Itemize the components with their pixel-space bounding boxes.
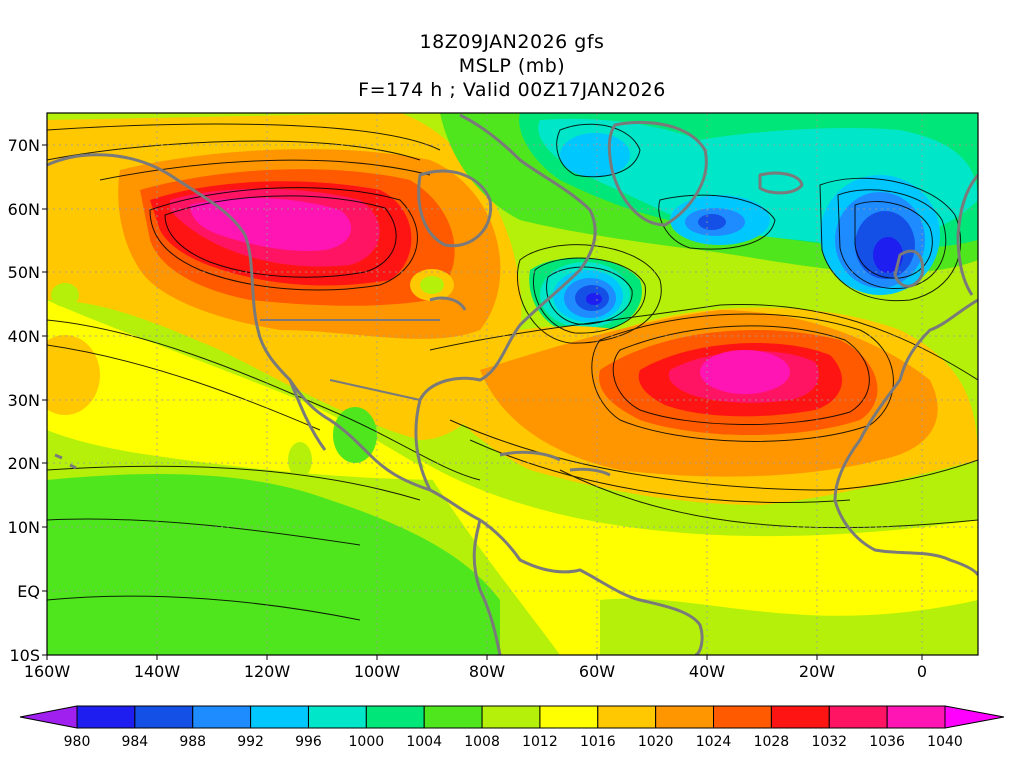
lon-label-60w: 60W — [578, 662, 616, 681]
colorbar-low-arrow — [19, 705, 78, 729]
colorbar — [19, 705, 1005, 729]
colorbar-swatch — [481, 705, 541, 729]
lon-label-160w: 160W — [23, 662, 71, 681]
colorbar-level-label: 988 — [179, 734, 207, 750]
colorbar-swatch — [365, 705, 425, 729]
lon-label-20w: 20W — [798, 662, 836, 681]
colorbar-level-label: 1012 — [522, 734, 558, 750]
colorbar-level-label: 996 — [295, 734, 322, 750]
lat-label-eq: EQ — [17, 582, 40, 601]
lat-label-30n: 30N — [7, 391, 40, 410]
lon-label-40w: 40W — [688, 662, 726, 681]
colorbar-high-arrow — [944, 705, 1005, 729]
colorbar-level-label: 980 — [63, 734, 91, 750]
colorbar-level-label: 1028 — [753, 734, 790, 750]
colorbar-level-label: 1008 — [464, 734, 500, 750]
colorbar-swatch — [192, 705, 252, 729]
pressure-field — [47, 113, 978, 655]
lat-label-70n: 70N — [7, 136, 40, 155]
colorbar-swatch — [597, 705, 657, 729]
lat-label-50n: 50N — [7, 263, 40, 282]
lon-label-80w: 80W — [468, 662, 506, 681]
coastlines — [47, 113, 978, 655]
colorbar-level-label: 1036 — [869, 734, 905, 750]
colorbar-swatch — [713, 705, 772, 729]
colorbar-level-label: 984 — [121, 734, 149, 750]
colorbar-level-label: 1020 — [637, 734, 674, 750]
colorbar-level-label: 1000 — [348, 734, 385, 750]
map-title: 18Z09JAN2026 gfs MSLP (mb) F=174 h ; Val… — [0, 30, 1024, 102]
colorbar-level-label: 992 — [237, 734, 264, 750]
colorbar-swatch — [770, 705, 830, 729]
colorbar-level-label: 1004 — [406, 734, 442, 750]
lon-label-120w: 120W — [243, 662, 291, 681]
colorbar-swatch — [655, 705, 715, 729]
colorbar-level-label: 1024 — [695, 734, 732, 750]
lat-label-10s: 10S — [9, 646, 40, 665]
colorbar-swatch — [76, 705, 136, 729]
lon-label-140w: 140W — [133, 662, 181, 681]
title-valid-time: F=174 h ; Valid 00Z17JAN2026 — [358, 79, 666, 101]
title-variable: MSLP (mb) — [458, 55, 566, 77]
colorbar-level-label: 1016 — [579, 734, 616, 750]
colorbar-swatch — [307, 705, 367, 729]
lat-label-60n: 60N — [7, 200, 40, 219]
colorbar-swatch — [423, 705, 483, 729]
lat-label-40n: 40N — [7, 327, 40, 346]
colorbar-swatch — [134, 705, 194, 729]
lat-label-10n: 10N — [7, 518, 40, 537]
colorbar-swatch — [886, 705, 946, 729]
lon-label-100w: 100W — [353, 662, 401, 681]
lon-label-0: 0 — [916, 662, 928, 681]
colorbar-level-label: 1032 — [811, 734, 848, 750]
colorbar-swatch — [828, 705, 888, 729]
title-run: 18Z09JAN2026 gfs — [419, 31, 605, 53]
axis-ticks — [42, 144, 923, 660]
colorbar-swatch — [250, 705, 309, 729]
colorbar-level-label: 1040 — [927, 734, 963, 750]
plot-frame — [46, 112, 979, 656]
lat-label-20n: 20N — [7, 454, 40, 473]
colorbar-swatch — [539, 705, 599, 729]
